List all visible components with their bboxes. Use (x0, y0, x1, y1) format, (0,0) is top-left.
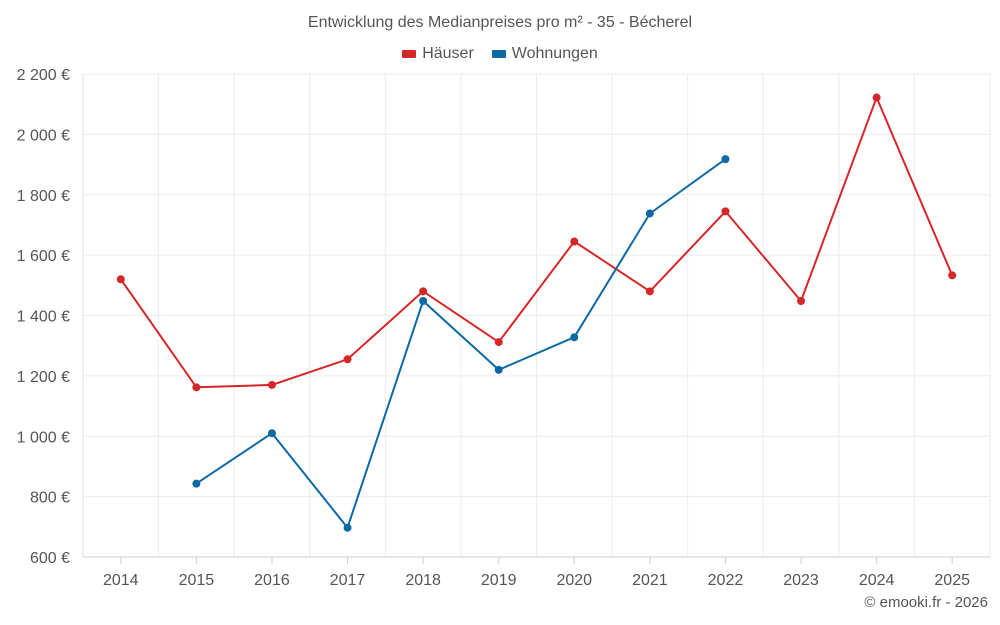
data-point-wohnungen (419, 297, 428, 306)
series-line-wohnungen (195, 158, 727, 529)
legend-item-haeuser[interactable]: Häuser (402, 45, 474, 63)
y-tick-label: 600 € (30, 550, 70, 567)
data-point-haeuser (116, 275, 125, 284)
data-point-wohnungen (343, 523, 352, 532)
chart-title: Entwicklung des Medianpreises pro m² - 3… (307, 14, 693, 31)
legend-label-haeuser: Häuser (422, 45, 474, 62)
data-point-haeuser (872, 93, 881, 102)
legend-swatch-wohnungen (491, 50, 506, 58)
y-tick-label: 800 € (30, 490, 70, 507)
x-tick-label: 2021 (632, 572, 668, 589)
y-tick-label: 1 200 € (17, 369, 70, 386)
axes (82, 74, 990, 558)
data-point-haeuser (343, 355, 352, 364)
data-point-haeuser (721, 207, 730, 216)
data-point-haeuser (494, 338, 503, 347)
x-tick-label: 2017 (330, 572, 366, 589)
y-tick-label: 1 000 € (17, 429, 70, 446)
legend-label-wohnungen: Wohnungen (511, 45, 598, 62)
x-tick-label: 2020 (556, 572, 592, 589)
data-point-wohnungen (192, 479, 201, 488)
y-tick-label: 1 400 € (17, 309, 70, 326)
data-point-haeuser (797, 297, 806, 306)
legend-swatch-haeuser (402, 50, 417, 58)
x-axis-ticks: 2014 2015 2016 2017 2018 2019 2020 2021 2022 2023… (103, 557, 970, 589)
data-point-wohnungen (570, 333, 579, 342)
data-point-haeuser (570, 237, 579, 246)
grid-lines (82, 73, 991, 557)
series-layer (116, 93, 957, 532)
data-point-wohnungen (494, 365, 503, 374)
x-tick-label: 2023 (783, 572, 819, 589)
x-tick-label: 2024 (859, 572, 895, 589)
x-tick-label: 2025 (934, 572, 970, 589)
data-point-haeuser (267, 380, 276, 389)
x-tick-label: 2016 (254, 572, 290, 589)
data-point-haeuser (419, 287, 428, 296)
data-point-wohnungen (267, 429, 276, 438)
data-point-haeuser (645, 287, 654, 296)
x-tick-label: 2022 (708, 572, 744, 589)
data-point-wohnungen (721, 155, 730, 164)
y-tick-label: 2 200 € (17, 67, 70, 84)
y-axis-ticks: 600 € 800 € 1 000 € 1 200 € 1 400 € 1 600 € 1 … (17, 67, 70, 567)
data-point-haeuser (192, 383, 201, 392)
data-point-haeuser (948, 271, 957, 280)
legend-item-wohnungen[interactable]: Wohnungen (491, 45, 598, 63)
y-tick-label: 1 800 € (17, 188, 70, 205)
credit-text: © emooki.fr - 2026 (864, 594, 988, 611)
x-tick-label: 2014 (103, 572, 139, 589)
x-tick-label: 2019 (481, 572, 517, 589)
series-line-haeuser (119, 96, 954, 389)
x-tick-label: 2015 (179, 572, 215, 589)
y-tick-label: 1 600 € (17, 248, 70, 265)
y-tick-label: 2 000 € (17, 127, 70, 144)
legend: Häuser Wohnungen (0, 45, 1000, 63)
x-tick-label: 2018 (405, 572, 441, 589)
data-point-wohnungen (645, 209, 654, 218)
